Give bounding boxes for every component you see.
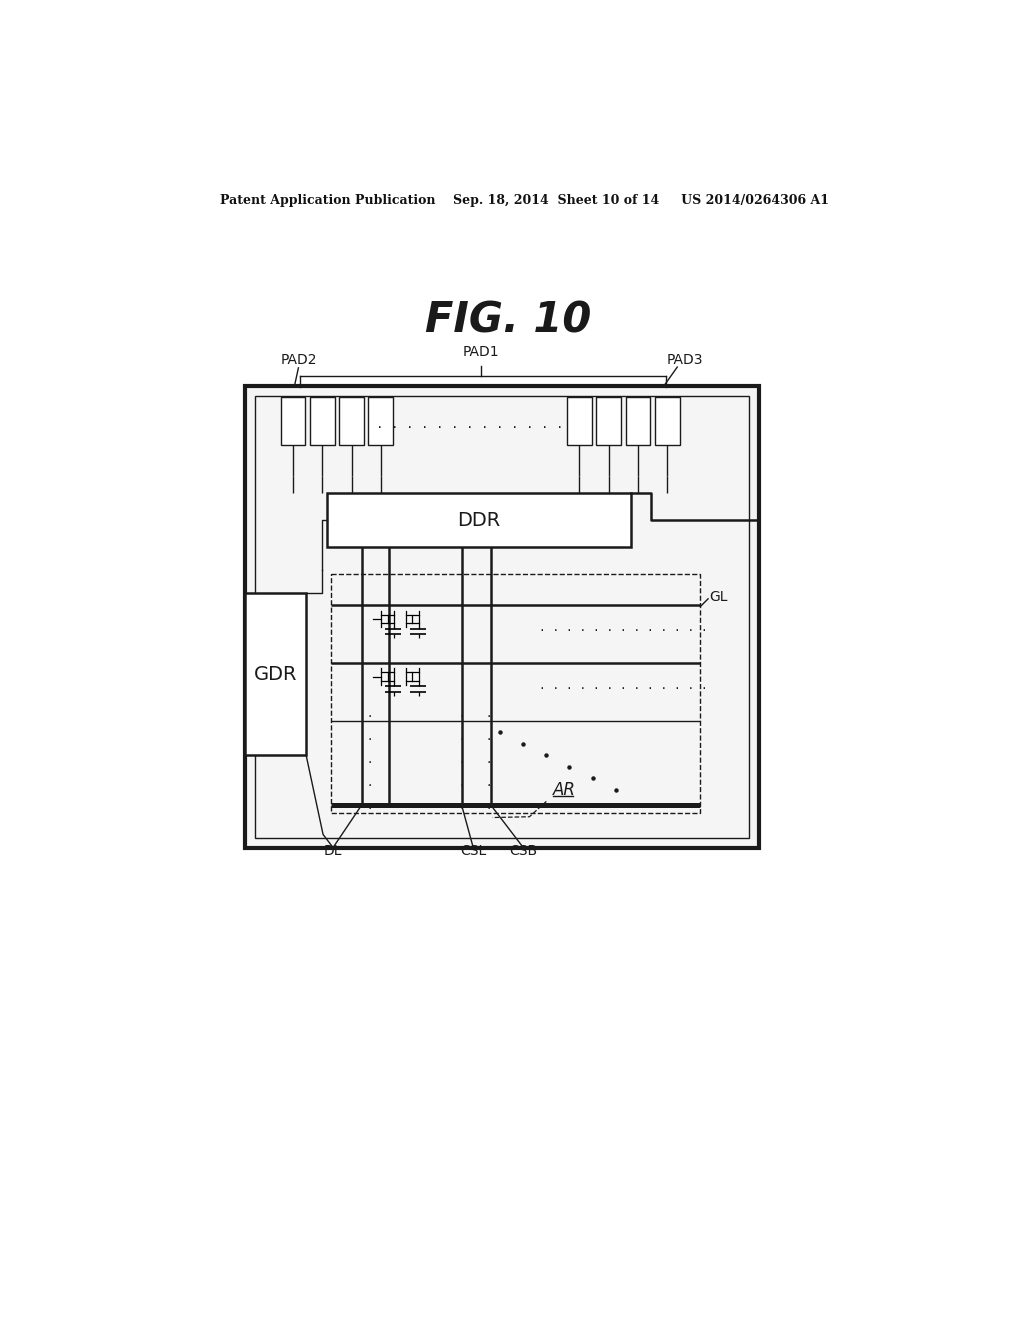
Text: PAD1: PAD1 [463, 345, 500, 359]
Text: .
.
.
.
.: . . . . . [367, 706, 372, 812]
Bar [596, 397, 621, 445]
Bar [339, 397, 364, 445]
Text: . . . . . . . . . . . . .: . . . . . . . . . . . . . [539, 623, 708, 634]
Bar [626, 397, 650, 445]
Bar [281, 397, 305, 445]
Text: .
.
.
.
.: . . . . . [460, 706, 464, 812]
Bar [245, 385, 759, 847]
Text: .
.
.
.
.: . . . . . [486, 706, 490, 812]
Text: GL: GL [710, 590, 728, 605]
Text: DDR: DDR [458, 511, 501, 529]
Text: PAD3: PAD3 [667, 354, 703, 367]
Bar [655, 397, 680, 445]
Text: AR: AR [553, 781, 575, 799]
Text: CSB: CSB [509, 845, 538, 858]
Bar [369, 397, 393, 445]
Text: Patent Application Publication    Sep. 18, 2014  Sheet 10 of 14     US 2014/0264: Patent Application Publication Sep. 18, … [220, 194, 829, 207]
Text: CSL: CSL [460, 845, 486, 858]
Text: . . . . . . . . . . . . .: . . . . . . . . . . . . . [539, 681, 708, 690]
Bar [310, 397, 335, 445]
Text: GDR: GDR [254, 665, 297, 684]
Text: PAD2: PAD2 [281, 354, 316, 367]
Bar [327, 494, 631, 548]
Text: FIG. 10: FIG. 10 [425, 300, 591, 341]
Bar [245, 594, 306, 755]
Bar [331, 574, 700, 813]
Bar [567, 397, 592, 445]
Bar [255, 396, 749, 838]
Text: DL: DL [324, 845, 342, 858]
Text: . . . . . . . . . . . . .: . . . . . . . . . . . . . [376, 418, 563, 432]
